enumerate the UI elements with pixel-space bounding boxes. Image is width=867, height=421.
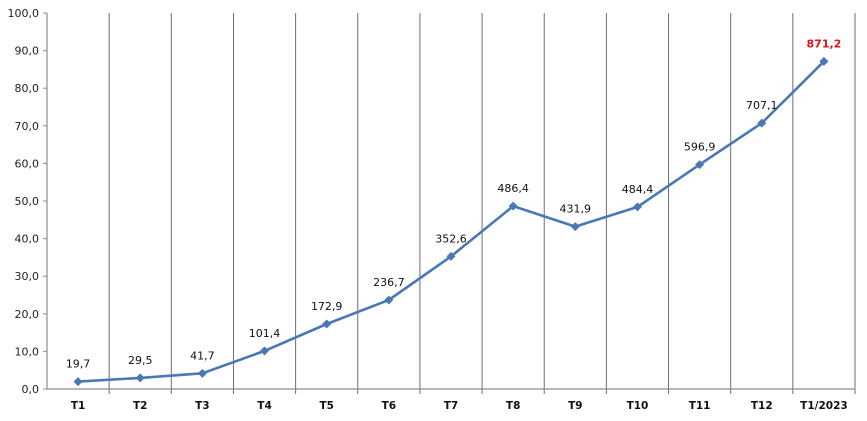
y-tick-label: 30,0	[15, 270, 40, 283]
x-tick-label: T4	[257, 400, 271, 412]
data-label: 29,5	[128, 354, 153, 367]
x-tick-label: T8	[506, 400, 520, 412]
data-label: 172,9	[311, 300, 343, 313]
x-tick-label: T6	[382, 400, 396, 412]
vertical-gridlines	[108, 13, 856, 394]
x-tick-label: T9	[568, 400, 582, 412]
diamond-marker	[135, 373, 145, 383]
diamond-marker	[197, 368, 207, 378]
y-tick-label: 100,0	[8, 7, 40, 20]
data-label: 871,2	[807, 37, 842, 50]
y-tick-label: 50,0	[15, 195, 40, 208]
x-tick-label: T2	[133, 400, 147, 412]
y-tick-label: 90,0	[15, 45, 40, 58]
data-label: 484,4	[622, 183, 654, 196]
x-tick-label: T12	[751, 400, 773, 412]
y-tick-label: 20,0	[15, 308, 40, 321]
diamond-marker	[260, 346, 270, 356]
y-tick-label: 40,0	[15, 233, 40, 246]
diamond-marker	[446, 251, 456, 261]
y-tick-label: 70,0	[15, 120, 40, 133]
y-tick-label: 10,0	[15, 345, 40, 358]
x-tick-label: T7	[444, 400, 458, 412]
diamond-marker	[632, 202, 642, 212]
data-label: 41,7	[190, 349, 215, 362]
data-label: 352,6	[435, 232, 467, 245]
data-markers	[73, 56, 829, 387]
y-tick-label: 60,0	[15, 157, 40, 170]
diamond-marker	[695, 160, 705, 170]
diamond-marker	[757, 118, 767, 128]
x-tick-label: T3	[195, 400, 209, 412]
y-tick-label: 0,0	[22, 383, 40, 396]
data-label: 596,9	[684, 141, 716, 154]
data-label: 236,7	[373, 276, 405, 289]
axes	[43, 12, 855, 390]
diamond-marker	[384, 295, 394, 305]
data-line	[78, 60, 825, 383]
diamond-marker	[508, 201, 518, 211]
x-tick-label: T11	[689, 400, 711, 412]
data-label: 19,7	[66, 358, 91, 371]
x-tick-label: T5	[319, 400, 333, 412]
diamond-marker	[819, 56, 829, 66]
data-label: 486,4	[497, 182, 529, 195]
x-tick-label: T10	[627, 400, 649, 412]
data-label: 707,1	[746, 99, 778, 112]
data-labels: 19,7 29,5 41,7 101,4 172,9 236,7 352,6 486,4 431…	[66, 37, 841, 370]
diamond-marker	[73, 377, 83, 387]
x-tick-label: T1	[71, 400, 85, 412]
diamond-marker	[570, 222, 580, 232]
data-label: 431,9	[560, 203, 592, 216]
y-tick-label: 80,0	[15, 82, 40, 95]
data-label: 101,4	[249, 327, 281, 340]
y-axis-tick-labels: 0,0 10,0 20,0 30,0 40,0 50,0 60,0 70,0 80,0 90,0 1…	[8, 7, 40, 396]
diamond-marker	[322, 319, 332, 329]
x-tick-label: T1/2023	[800, 400, 848, 412]
x-axis-tick-labels: T1 T2 T3 T4 T5 T6 T7 T8 T9 T10 T11 T12 T1/2023	[71, 400, 848, 412]
